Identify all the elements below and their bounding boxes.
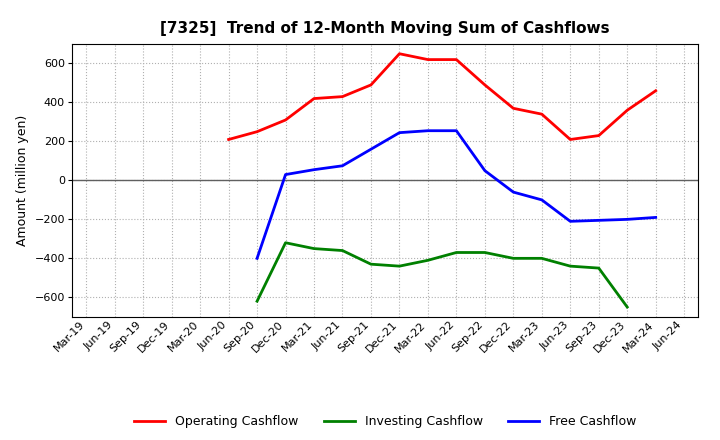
Line: Free Cashflow: Free Cashflow [257, 131, 656, 258]
Operating Cashflow [480, 82, 489, 88]
Investing Cashflow [566, 264, 575, 269]
Operating Cashflow [595, 133, 603, 138]
Title: [7325]  Trend of 12-Month Moving Sum of Cashflows: [7325] Trend of 12-Month Moving Sum of C… [161, 21, 610, 36]
Free Cashflow [282, 172, 290, 177]
Operating Cashflow [395, 51, 404, 56]
Free Cashflow [338, 163, 347, 169]
Investing Cashflow [423, 258, 432, 263]
Investing Cashflow [537, 256, 546, 261]
Operating Cashflow [566, 137, 575, 142]
Investing Cashflow [366, 261, 375, 267]
Investing Cashflow [395, 264, 404, 269]
Investing Cashflow [338, 248, 347, 253]
Free Cashflow [395, 130, 404, 136]
Operating Cashflow [623, 108, 631, 113]
Investing Cashflow [480, 250, 489, 255]
Free Cashflow [652, 215, 660, 220]
Investing Cashflow [623, 304, 631, 310]
Operating Cashflow [537, 111, 546, 117]
Operating Cashflow [225, 137, 233, 142]
Legend: Operating Cashflow, Investing Cashflow, Free Cashflow: Operating Cashflow, Investing Cashflow, … [129, 411, 642, 433]
Investing Cashflow [282, 240, 290, 246]
Free Cashflow [366, 147, 375, 152]
Operating Cashflow [652, 88, 660, 93]
Investing Cashflow [595, 265, 603, 271]
Line: Investing Cashflow: Investing Cashflow [257, 243, 627, 307]
Free Cashflow [509, 190, 518, 195]
Free Cashflow [310, 167, 318, 172]
Free Cashflow [423, 128, 432, 133]
Operating Cashflow [310, 96, 318, 101]
Free Cashflow [452, 128, 461, 133]
Investing Cashflow [509, 256, 518, 261]
Investing Cashflow [452, 250, 461, 255]
Operating Cashflow [253, 129, 261, 134]
Operating Cashflow [338, 94, 347, 99]
Investing Cashflow [310, 246, 318, 251]
Operating Cashflow [509, 106, 518, 111]
Operating Cashflow [282, 117, 290, 123]
Free Cashflow [253, 256, 261, 261]
Free Cashflow [595, 218, 603, 223]
Operating Cashflow [366, 82, 375, 88]
Y-axis label: Amount (million yen): Amount (million yen) [16, 115, 29, 246]
Free Cashflow [623, 217, 631, 222]
Free Cashflow [480, 168, 489, 173]
Line: Operating Cashflow: Operating Cashflow [229, 54, 656, 139]
Investing Cashflow [253, 299, 261, 304]
Free Cashflow [566, 219, 575, 224]
Free Cashflow [537, 197, 546, 202]
Operating Cashflow [452, 57, 461, 62]
Operating Cashflow [423, 57, 432, 62]
